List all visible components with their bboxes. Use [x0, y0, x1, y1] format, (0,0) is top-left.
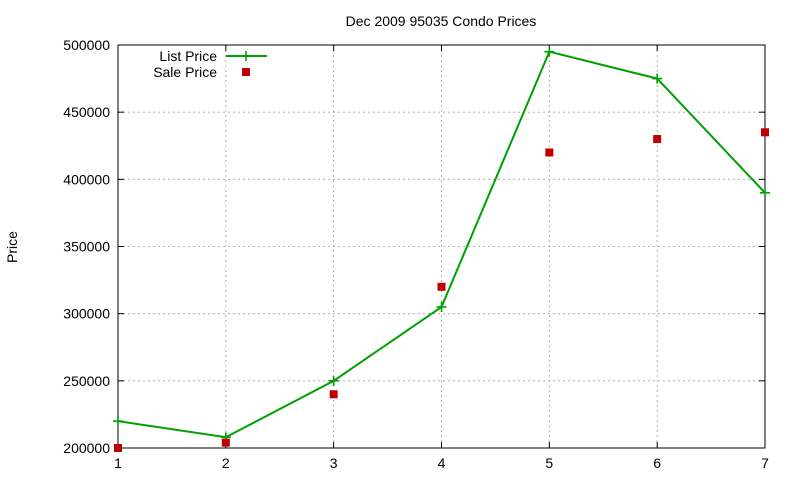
x-tick-label: 1: [114, 455, 122, 471]
list-price-point: [436, 301, 447, 312]
x-tick-label: 3: [330, 455, 338, 471]
axis-ticks: 200000 250000 300000 350000 400000 450000 5000…: [63, 37, 769, 471]
x-tick-label: 4: [438, 455, 446, 471]
list-price-point: [544, 46, 555, 57]
list-price-line: [117, 50, 766, 439]
sale-price-point: [545, 148, 554, 157]
legend-label: List Price: [159, 48, 217, 64]
x-tick-label: 6: [653, 455, 661, 471]
y-tick-label: 350000: [63, 239, 110, 255]
x-tick-label: 7: [761, 455, 769, 471]
legend-square-swatch: [242, 68, 250, 76]
sale-price-point: [437, 282, 446, 291]
y-tick-label: 200000: [63, 440, 110, 456]
sale-price-point: [114, 444, 122, 452]
series-layer: [113, 46, 770, 452]
y-tick-label: 450000: [63, 104, 110, 120]
x-tick-label: 5: [545, 455, 553, 471]
grid: [118, 45, 765, 448]
sale-price-point: [221, 438, 230, 447]
list-price-point: [113, 416, 123, 427]
sale-price-point: [329, 390, 338, 399]
list-price-point: [328, 375, 339, 386]
y-tick-label: 400000: [63, 171, 110, 187]
series-1: [113, 46, 770, 443]
legend-label: Sale Price: [153, 64, 217, 80]
series-2: [114, 128, 769, 452]
y-tick-label: 500000: [63, 37, 110, 53]
chart-title: Dec 2009 95035 Condo Prices: [346, 13, 537, 29]
y-axis-label: Price: [4, 231, 20, 263]
y-tick-label: 250000: [63, 373, 110, 389]
list-price-point: [652, 73, 663, 84]
x-tick-label: 2: [222, 455, 230, 471]
legend-plus-swatch: [241, 51, 251, 61]
list-price-point: [760, 187, 770, 198]
y-tick-label: 300000: [63, 306, 110, 322]
sale-price-point: [761, 128, 769, 137]
sale-price-point: [653, 135, 662, 144]
